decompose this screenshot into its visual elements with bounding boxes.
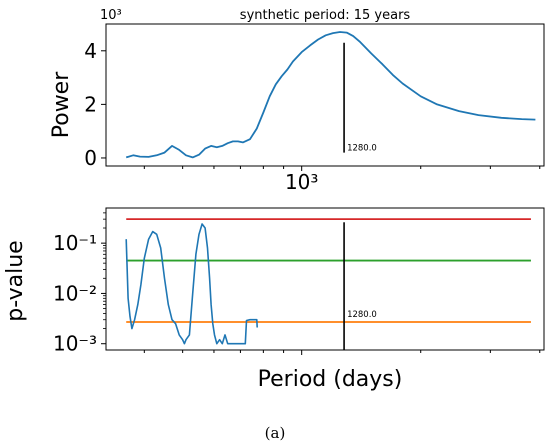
power-ylabel: Power — [49, 71, 74, 138]
power-curve — [125, 31, 536, 159]
pvalue-ylabel: p-value — [3, 240, 28, 321]
power-multiplier-label: 10³ — [100, 8, 122, 23]
pvalue-ytick-label: 10⁻² — [53, 281, 97, 305]
pvalue-marks: 10⁻³ 10⁻² 10⁻¹ 1280.0 — [53, 212, 541, 356]
power-xtick-label: 10³ — [285, 170, 318, 194]
power-marks: 0 2 4 10³ 1280.0 — [84, 31, 541, 194]
pvalue-period-label: 1280.0 — [347, 310, 377, 320]
pvalue-ytick-label: 10⁻³ — [53, 332, 97, 356]
power-period-label: 1280.0 — [347, 144, 377, 154]
power-title: synthetic period: 15 years — [240, 8, 411, 23]
figure-caption: (a) — [264, 424, 286, 442]
pvalue-panel: p-value Period (days) 10⁻³ 10⁻² 10⁻¹ 1280.0 — [3, 207, 545, 392]
pvalue-plot-frame — [105, 207, 545, 351]
pvalue-curve — [125, 223, 258, 345]
pvalue-ytick-label: 10⁻¹ — [53, 231, 97, 255]
power-ytick-label: 0 — [84, 146, 97, 170]
power-plot-frame — [105, 23, 545, 167]
power-panel: synthetic period: 15 years 10³ Power 0 2 4… — [49, 8, 545, 194]
pvalue-xlabel: Period (days) — [258, 367, 403, 392]
power-ytick-label: 4 — [84, 39, 97, 63]
power-ytick-label: 2 — [84, 92, 97, 116]
